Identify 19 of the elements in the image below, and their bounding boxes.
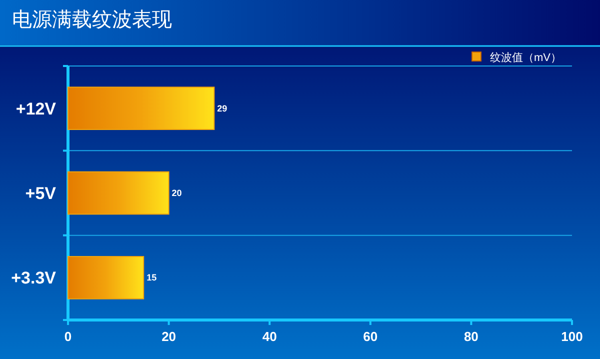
- legend: 纹波值（mV）: [472, 52, 562, 64]
- x-tick-label: 40: [262, 329, 277, 344]
- chart-title: 电源满载纹波表现: [12, 9, 172, 31]
- x-tick-label: 0: [64, 329, 72, 344]
- x-tick-label: 60: [363, 329, 378, 344]
- data-label: 29: [217, 103, 228, 114]
- y-tick-label: +3.3V: [11, 268, 57, 288]
- bar: [68, 171, 170, 215]
- x-tick-label: 100: [561, 329, 583, 344]
- bar: [68, 256, 144, 300]
- data-label: 20: [172, 188, 182, 198]
- plot: 0 20 40 60 80 100 29 20 15 +12V +5V +3.3V: [11, 65, 583, 344]
- bar: [68, 86, 215, 130]
- y-tick-label: +12V: [16, 99, 57, 118]
- legend-label: 纹波值（mV）: [490, 51, 562, 64]
- x-tick-label: 80: [464, 329, 478, 344]
- x-tick-label: 20: [162, 329, 176, 344]
- y-tick-label: +5V: [25, 184, 57, 203]
- data-label: 15: [146, 272, 157, 283]
